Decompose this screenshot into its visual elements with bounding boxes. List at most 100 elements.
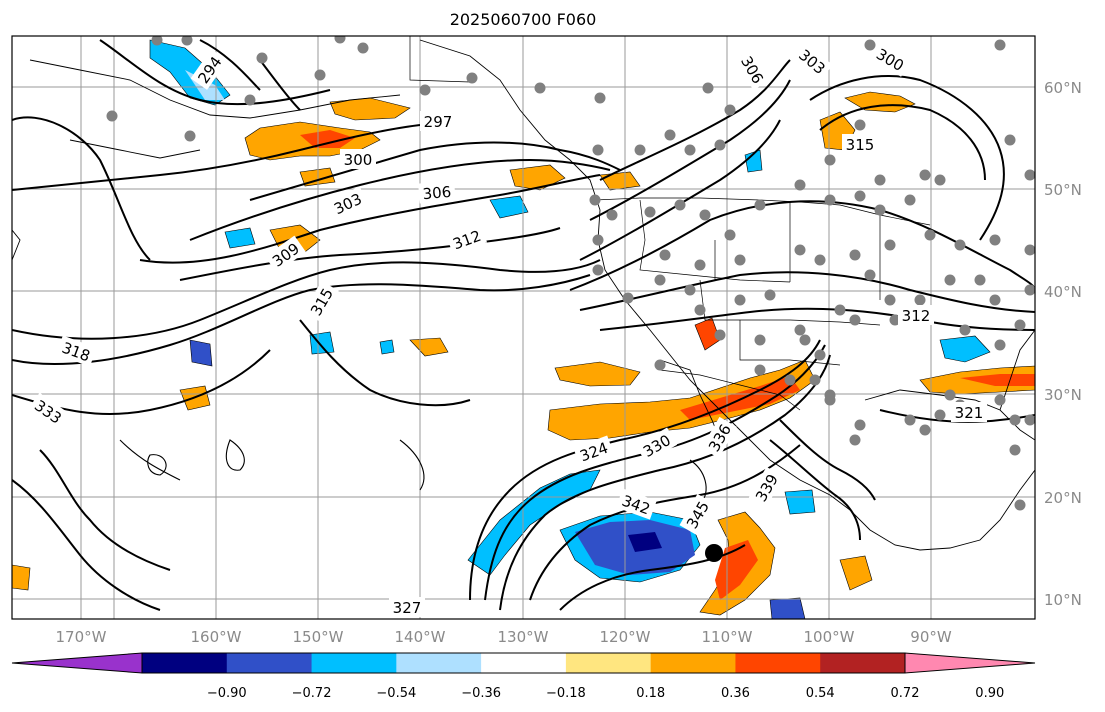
colorbar-extend-left <box>11 652 143 674</box>
station-dot <box>934 174 946 186</box>
station-dot <box>606 209 618 221</box>
contour-label-background <box>573 435 614 467</box>
station-dot <box>684 284 696 296</box>
station-dot <box>854 119 866 131</box>
station-dot <box>919 169 931 181</box>
latitude-label: 30°N <box>1044 386 1082 404</box>
contour-label-background <box>446 223 487 255</box>
latitude-label: 40°N <box>1044 283 1082 301</box>
longitude-label: 110°W <box>702 628 753 646</box>
station-dot <box>664 129 676 141</box>
station-dot <box>724 104 736 116</box>
station-dot <box>622 292 634 304</box>
contour-label-background <box>842 134 878 154</box>
station-dot <box>884 294 896 306</box>
station-dot <box>904 414 916 426</box>
station-dot <box>849 249 861 261</box>
contour-label-background <box>389 597 425 617</box>
station-dot <box>1024 414 1035 426</box>
station-dot <box>849 434 861 446</box>
longitude-label: 150°W <box>293 628 344 646</box>
longitude-label: 140°W <box>395 628 446 646</box>
colorbar-segment <box>735 653 821 673</box>
contour-label-background <box>303 280 339 323</box>
station-dot <box>864 269 876 281</box>
contour-value-label: 312 <box>902 307 931 325</box>
colorbar-tick-label: 0.36 <box>721 686 750 701</box>
contour-label-background <box>792 42 833 81</box>
contour-label-background <box>190 48 228 90</box>
contour-value-label: 327 <box>393 599 422 617</box>
contour-label-background <box>340 149 376 169</box>
station-dot <box>824 194 836 206</box>
colorbar-tick-label: −0.72 <box>292 686 332 701</box>
longitude-label: 170°W <box>56 628 107 646</box>
longitude-label: 160°W <box>191 628 242 646</box>
colorbar-tick-label: −0.54 <box>376 686 416 701</box>
contour-label-background <box>418 180 456 204</box>
station-dot <box>684 144 696 156</box>
latitude-label: 10°N <box>1044 591 1082 609</box>
station-dot <box>994 339 1006 351</box>
station-dot <box>814 254 826 266</box>
contour-value-label: 306 <box>422 183 452 203</box>
station-dot <box>1024 244 1035 256</box>
storm-center-marker <box>705 544 723 562</box>
station-dot <box>944 389 956 401</box>
station-dot <box>764 289 776 301</box>
contour-value-label: 315 <box>846 136 875 154</box>
graticule <box>12 36 1035 619</box>
colorbar-segment <box>820 653 906 673</box>
station-dot <box>884 239 896 251</box>
station-dot <box>357 42 369 54</box>
station-dot <box>734 294 746 306</box>
station-dot <box>151 36 163 46</box>
colorbar-tick-label: 0.18 <box>636 686 665 701</box>
station-dot <box>592 264 604 276</box>
station-dot <box>924 229 936 241</box>
station-dot <box>734 254 746 266</box>
contour-label-background <box>616 488 657 520</box>
station-dot <box>674 199 686 211</box>
station-dot <box>244 94 256 106</box>
colorbar-extend-right <box>904 652 1036 674</box>
station-dot <box>1024 169 1035 181</box>
station-dot <box>809 374 821 386</box>
longitude-label: 130°W <box>498 628 549 646</box>
station-dot <box>659 249 671 261</box>
station-dot <box>654 274 666 286</box>
station-dot <box>914 294 926 306</box>
shaded-field-layer <box>12 39 1035 619</box>
contour-label-background <box>327 186 369 220</box>
station-dot <box>959 324 971 336</box>
station-dot <box>644 206 656 218</box>
station-dot <box>592 234 604 246</box>
station-dot <box>466 72 478 84</box>
station-dot <box>854 419 866 431</box>
station-dot <box>724 229 736 241</box>
map-frame <box>11 35 1036 620</box>
contour-label-background <box>28 392 70 430</box>
station-dot <box>799 334 811 346</box>
station-dot <box>419 84 431 96</box>
latitude-label: 20°N <box>1044 489 1082 507</box>
station-dot <box>944 274 956 286</box>
station-dot <box>989 294 1001 306</box>
station-dot <box>256 52 268 64</box>
station-dot <box>714 329 726 341</box>
station-dot <box>634 144 646 156</box>
contour-label-background <box>264 235 306 273</box>
longitude-label: 120°W <box>600 628 651 646</box>
station-dot <box>864 39 876 51</box>
longitude-label: 90°W <box>910 628 952 646</box>
contour-label-background <box>869 41 912 77</box>
station-dot <box>1014 499 1026 511</box>
contour-label-background <box>679 493 715 536</box>
station-dot <box>934 409 946 421</box>
map-title: 2025060700 F060 <box>449 10 597 29</box>
latitude-label: 50°N <box>1044 181 1082 199</box>
contour-label-background <box>701 416 737 459</box>
latitude-label: 60°N <box>1044 79 1082 97</box>
station-dot <box>754 364 766 376</box>
contour-value-label: 297 <box>424 113 453 131</box>
